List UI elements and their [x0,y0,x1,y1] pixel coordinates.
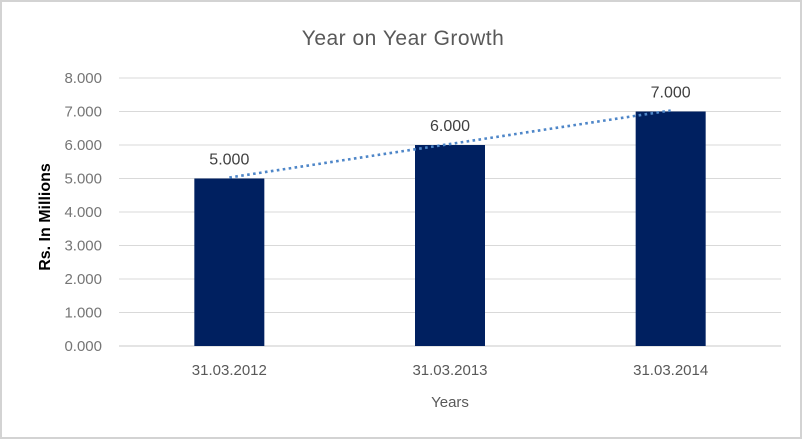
y-tick-label: 4.000 [64,204,102,221]
y-tick-label: 5.000 [64,171,102,188]
bar-value-label: 5.000 [209,152,249,169]
bar-value-label: 7.000 [651,85,691,102]
bar [194,178,265,346]
y-tick-label: 2.000 [64,271,102,288]
y-tick-label: 3.000 [64,238,102,255]
trendline [229,109,671,179]
x-axis-title: Years [431,394,469,411]
x-tick-label: 31.03.2013 [412,362,487,379]
x-tick-label: 31.03.2014 [633,362,708,379]
bar [415,145,485,346]
y-tick-label: 6.000 [64,137,102,154]
bar-value-label: 6.000 [430,118,470,135]
x-tick-label: 31.03.2012 [192,362,267,379]
y-tick-label: 7.000 [64,104,102,121]
y-tick-label: 0.000 [64,338,102,355]
bar [635,111,706,346]
chart-title: Year on Year Growth [301,27,505,50]
y-tick-label: 1.000 [64,305,102,322]
y-tick-label: 8.000 [64,70,102,87]
